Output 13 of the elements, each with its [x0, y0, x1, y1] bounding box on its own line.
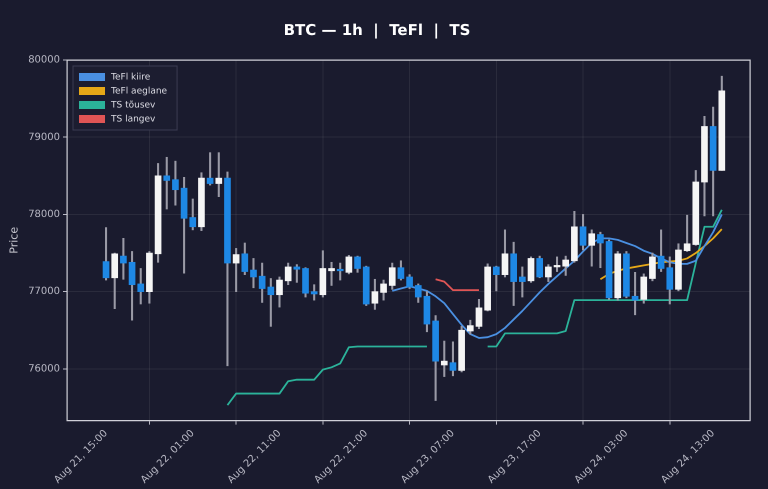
legend-label: TeFl kiire — [110, 72, 151, 82]
y-tick-label: 78000 — [28, 209, 60, 220]
y-tick-label: 76000 — [28, 363, 60, 374]
candlestick — [137, 268, 144, 304]
y-tick-label: 77000 — [28, 286, 60, 298]
y-axis-title: Price — [7, 226, 20, 254]
legend-label: TeFl aeglane — [110, 86, 168, 96]
y-tick-label: 80000 — [28, 54, 60, 66]
y-tick-label: 79000 — [28, 132, 60, 143]
chart-title: BTC — 1h | TeFl | TS — [284, 20, 470, 39]
candlestick — [163, 156, 170, 210]
legend-label: TS tõusev — [110, 100, 156, 110]
legend-label: TS langev — [110, 114, 156, 124]
